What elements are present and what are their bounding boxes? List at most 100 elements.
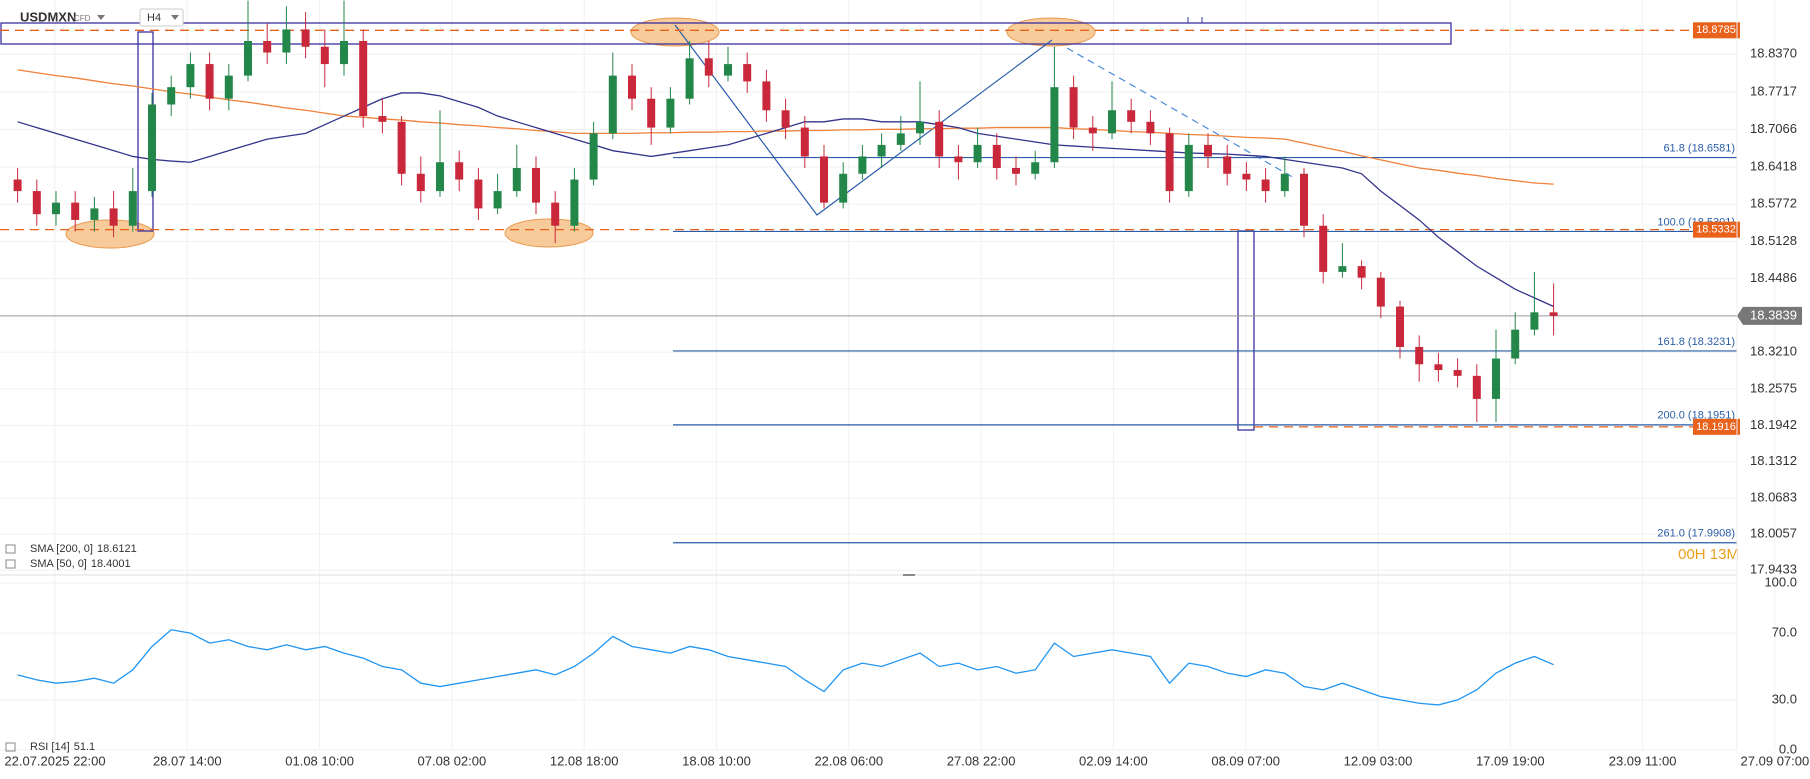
legend-icon <box>5 742 16 752</box>
y-tick-label: 70.0 <box>1772 625 1797 640</box>
candle-body <box>32 191 41 215</box>
candle-body <box>570 179 579 226</box>
candle-body <box>109 208 118 226</box>
x-tick-label: 23.09 11:00 <box>1609 753 1677 768</box>
candle-body <box>1319 225 1328 272</box>
y-tick-label: 18.4486 <box>1750 270 1797 285</box>
candle-body <box>1280 173 1289 192</box>
candle-body <box>1050 87 1059 163</box>
annotations <box>0 17 1452 431</box>
candle-body <box>1472 375 1481 399</box>
candle-body <box>858 156 867 174</box>
y-tick-label: 18.1942 <box>1750 417 1797 432</box>
legend-value: 18.4001 <box>91 558 131 570</box>
x-tick-label: 22.08 06:00 <box>814 753 883 768</box>
candle-body <box>1549 312 1558 316</box>
y-tick-label: 100.0 <box>1764 574 1797 589</box>
y-tick-label: 18.7717 <box>1750 83 1797 98</box>
y-tick-label: 18.0057 <box>1750 526 1797 541</box>
timeframe[interactable]: H4 <box>147 12 161 24</box>
dropdown-arrow[interactable] <box>97 15 105 20</box>
candle-body <box>340 40 348 65</box>
range-box <box>0 22 1452 45</box>
grid <box>0 0 1776 751</box>
candle-body <box>128 191 137 226</box>
candle-body <box>186 64 195 88</box>
candle-body <box>1415 346 1424 365</box>
candle-body <box>839 173 848 203</box>
candle-body <box>1434 364 1443 371</box>
x-tick-label: 27.08 22:00 <box>947 753 1016 768</box>
price-badge-label: 18.5332 <box>1696 224 1736 236</box>
candle-body <box>704 58 713 76</box>
candle-body <box>1376 277 1385 307</box>
header: USDMXN CFD H4 <box>20 8 184 27</box>
candle-body <box>589 133 598 180</box>
x-tick-label: 02.09 14:00 <box>1079 753 1148 768</box>
highlight <box>1006 17 1096 47</box>
y-tick-label: 18.0683 <box>1750 489 1797 504</box>
y-tick-label: 18.6418 <box>1750 158 1797 173</box>
candle-body <box>1069 87 1078 128</box>
y-tick-label: 18.8370 <box>1750 46 1797 61</box>
candle-body <box>666 98 675 128</box>
candle-body <box>263 40 272 53</box>
timeframe-box[interactable] <box>139 8 184 27</box>
fib-label: 161.8 (18.3231) <box>1657 336 1735 348</box>
candle-body <box>1108 110 1116 134</box>
candle-body <box>455 162 464 180</box>
candle-body <box>1223 156 1232 174</box>
candle-body <box>1530 312 1539 330</box>
legend-name: SMA [50, 0] <box>30 558 87 570</box>
candle-body <box>992 144 1001 168</box>
candle-body <box>1184 144 1193 192</box>
candle-body <box>685 58 694 99</box>
candle-body <box>167 87 176 105</box>
candle-body <box>13 179 22 192</box>
x-tick-label: 12.09 03:00 <box>1344 753 1413 768</box>
candle-body <box>359 40 368 117</box>
highlight <box>504 218 594 248</box>
candle-body <box>800 127 809 157</box>
price-badge <box>1693 221 1740 238</box>
candle-body <box>378 116 387 122</box>
candle-body <box>954 156 963 163</box>
fib-label: 261.0 (17.9908) <box>1657 528 1735 540</box>
candle-body <box>532 167 540 203</box>
x-tick-label: 08.09 07:00 <box>1211 753 1280 768</box>
candle-body <box>647 98 656 128</box>
candle-body <box>1127 110 1136 122</box>
candle-body <box>282 29 291 53</box>
x-tick-label: 22.07.2025 22:00 <box>4 753 105 768</box>
candle-body <box>820 156 828 203</box>
candle-body <box>1146 121 1155 134</box>
candle-body <box>743 64 752 82</box>
candle-body <box>551 202 560 226</box>
y-tick-label: 18.5128 <box>1750 233 1797 248</box>
candle-body <box>1088 127 1097 134</box>
symbol[interactable]: USDMXN <box>20 9 76 24</box>
legend-name: RSI [14] <box>30 741 70 753</box>
legend-value: 51.1 <box>74 741 95 753</box>
y-tick-label: 18.2575 <box>1750 380 1797 395</box>
candle-body <box>224 75 233 99</box>
candle-body <box>896 133 905 145</box>
candle-body <box>724 64 732 76</box>
candle-body <box>1242 173 1251 180</box>
legend-icon <box>5 544 16 554</box>
candle-body <box>148 104 156 192</box>
candle-body <box>244 40 252 76</box>
candle-body <box>1357 266 1366 278</box>
y-tick-label: 30.0 <box>1772 691 1797 706</box>
y-tick-label: 18.1312 <box>1750 453 1797 468</box>
candle-body <box>512 167 521 192</box>
dropdown-arrow[interactable] <box>171 15 179 20</box>
price-badge-label: 18.8785 <box>1696 24 1736 36</box>
candle-body <box>397 121 406 174</box>
legend-icon <box>5 559 16 569</box>
candle-body <box>493 191 502 209</box>
candle-body <box>1338 266 1347 272</box>
candle-body <box>320 46 329 65</box>
